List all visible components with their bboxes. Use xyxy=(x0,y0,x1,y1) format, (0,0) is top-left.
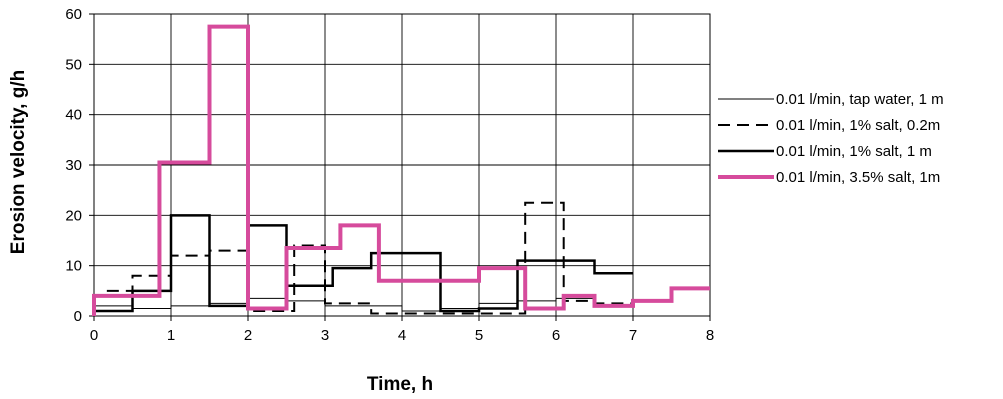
x-tick-label: 1 xyxy=(167,327,175,344)
series-lines xyxy=(92,24,710,316)
series-line-1 xyxy=(93,297,633,316)
y-axis-title: Erosion velocity, g/h xyxy=(8,70,29,254)
series-line-4 xyxy=(92,24,710,316)
x-tick-labels: 0 1 2 3 4 5 6 7 8 xyxy=(90,327,714,344)
legend-label-3: 0.01 l/min, 1% salt, 1 m xyxy=(776,143,932,160)
x-tick-label: 0 xyxy=(90,327,98,344)
y-tick-label: 30 xyxy=(65,157,82,174)
y-tick-label: 50 xyxy=(65,56,82,73)
x-tick-label: 4 xyxy=(398,327,406,344)
legend: 0.01 l/min, tap water, 1 m 0.01 l/min, 1%… xyxy=(718,91,944,186)
x-tick-label: 2 xyxy=(244,327,252,344)
legend-label-2: 0.01 l/min, 1% salt, 0.2m xyxy=(776,117,940,134)
legend-label-1: 0.01 l/min, tap water, 1 m xyxy=(776,91,944,108)
x-tick-label: 6 xyxy=(552,327,560,344)
x-tick-label: 5 xyxy=(475,327,483,344)
y-tick-label: 20 xyxy=(65,207,82,224)
legend-label-4: 0.01 l/min, 3.5% salt, 1m xyxy=(776,169,940,186)
y-tick-label: 40 xyxy=(65,107,82,124)
x-tick-label: 7 xyxy=(629,327,637,344)
y-tick-labels: 0 10 20 30 40 50 60 xyxy=(65,6,82,325)
y-tick-label: 10 xyxy=(65,258,82,275)
x-tick-label: 3 xyxy=(321,327,329,344)
y-tick-label: 0 xyxy=(74,308,82,325)
x-tick-label: 8 xyxy=(706,327,714,344)
series-line-3 xyxy=(92,214,633,316)
x-axis-title: Time, h xyxy=(367,374,433,395)
series-line-2 xyxy=(93,201,633,316)
y-tick-label: 60 xyxy=(65,6,82,23)
